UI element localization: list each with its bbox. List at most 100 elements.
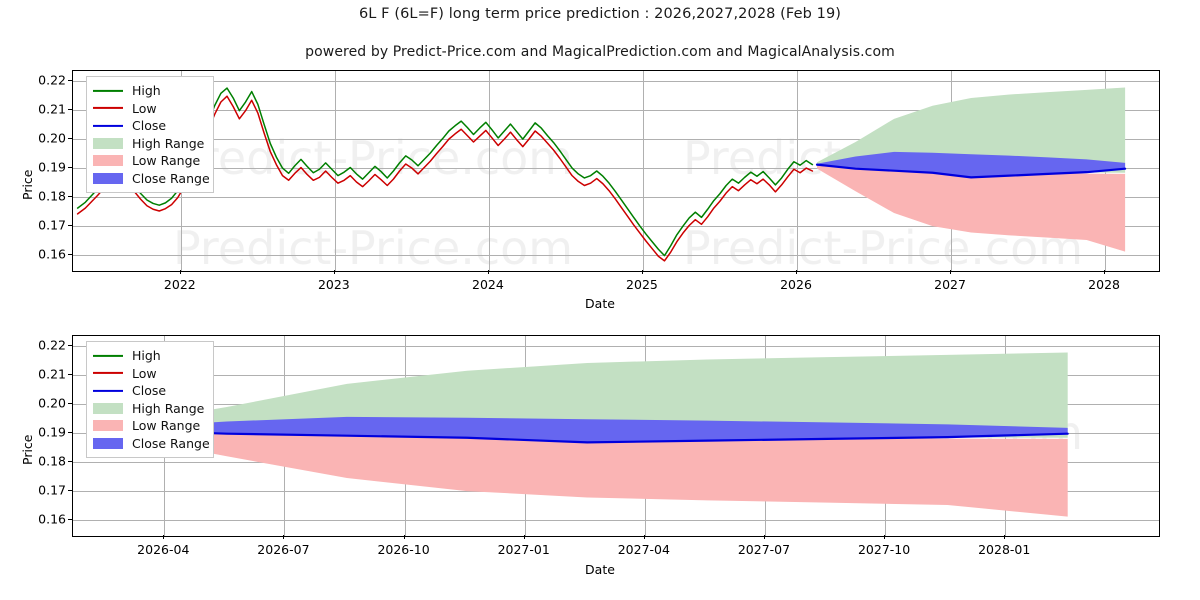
y-tick-mark — [68, 167, 72, 169]
legend-label: Close Range — [132, 435, 210, 451]
x-tick-label: 2023 — [317, 277, 350, 292]
x-tick-mark — [403, 535, 405, 539]
bottom-legend-item: Low Range — [93, 417, 205, 435]
y-tick-mark — [68, 138, 72, 140]
gridline-horizontal — [73, 255, 1159, 257]
x-tick-label: 2026 — [780, 277, 812, 292]
legend-label: High — [132, 348, 161, 364]
bottom-legend-item: High Range — [93, 400, 205, 418]
x-tick-label: 2022 — [163, 277, 196, 292]
x-tick-label: 2027-04 — [617, 542, 670, 557]
legend-swatch-icon — [93, 437, 123, 450]
y-tick-mark — [68, 432, 72, 434]
gridline-horizontal — [73, 197, 1159, 199]
gridline-horizontal — [73, 139, 1159, 141]
y-tick-label: 0.16 — [38, 511, 66, 527]
x-tick-mark — [163, 535, 165, 539]
x-tick-mark — [283, 535, 285, 539]
y-tick-label: 0.20 — [38, 130, 66, 146]
x-tick-label: 2027-01 — [497, 542, 550, 557]
legend-swatch-icon — [93, 137, 123, 150]
bottom-legend-item: Close — [93, 382, 205, 400]
top-legend-item: Close — [93, 117, 205, 135]
legend-label: Low — [132, 100, 157, 116]
legend-line-icon — [93, 349, 123, 362]
y-tick-label: 0.21 — [38, 101, 66, 117]
x-tick-mark — [523, 535, 525, 539]
close-line — [105, 428, 1069, 444]
x-tick-label: 2028-01 — [978, 542, 1031, 557]
x-tick-mark — [641, 270, 643, 274]
legend-swatch-icon — [93, 402, 123, 415]
x-tick-mark — [796, 270, 797, 274]
low-range-band — [817, 165, 1126, 252]
y-tick-label: 0.17 — [38, 482, 66, 498]
x-tick-label: 2026-07 — [257, 542, 310, 557]
high-range-band — [817, 87, 1126, 173]
y-tick-mark — [68, 254, 72, 256]
gridline-horizontal — [73, 81, 1159, 83]
legend-label: Close Range — [132, 170, 210, 186]
top-legend-item: Low — [93, 100, 205, 118]
bottom-y-axis-title: Price — [20, 434, 35, 466]
legend-line-icon — [93, 102, 123, 115]
y-tick-mark — [68, 196, 72, 198]
legend-line-icon — [93, 384, 123, 397]
gridline-vertical — [642, 71, 644, 271]
y-tick-label: 0.17 — [38, 217, 66, 233]
y-tick-label: 0.16 — [38, 246, 66, 262]
y-tick-mark — [68, 109, 72, 111]
y-tick-label: 0.22 — [38, 337, 66, 353]
x-tick-label: 2027 — [934, 277, 966, 292]
gridline-horizontal — [73, 168, 1159, 170]
x-tick-label: 2027-10 — [857, 542, 911, 557]
top-legend-item: Close Range — [93, 170, 210, 188]
legend-line-icon — [93, 367, 123, 380]
x-tick-label: 2024 — [472, 277, 504, 292]
x-tick-mark — [179, 270, 181, 274]
gridline-horizontal — [73, 226, 1159, 228]
legend-label: Close — [132, 383, 167, 399]
y-tick-mark — [68, 461, 72, 463]
top-legend-item: High — [93, 82, 205, 100]
x-tick-mark — [950, 270, 952, 274]
x-tick-label: 2026-10 — [377, 542, 430, 557]
x-tick-label: 2026-04 — [137, 542, 190, 557]
legend-swatch-icon — [93, 419, 123, 432]
bottom-legend-item: Close Range — [93, 435, 210, 453]
y-tick-mark — [68, 80, 72, 82]
y-tick-label: 0.20 — [38, 395, 66, 411]
x-tick-mark — [1104, 270, 1106, 274]
legend-label: Close — [132, 118, 167, 134]
legend-line-icon — [93, 119, 123, 132]
chart-subtitle: powered by Predict-Price.com and Magical… — [305, 44, 895, 60]
y-tick-label: 0.18 — [38, 453, 66, 469]
x-tick-label: 2025 — [626, 277, 658, 292]
top-legend-item: Low Range — [93, 152, 205, 170]
y-tick-mark — [68, 374, 72, 376]
top-x-axis-title: Date — [585, 296, 615, 311]
gridline-horizontal — [73, 346, 1159, 348]
gridline-vertical — [334, 71, 336, 271]
y-tick-mark — [68, 345, 72, 347]
legend-label: High Range — [132, 400, 205, 416]
x-tick-mark — [643, 535, 645, 539]
top-legend-item: High Range — [93, 135, 205, 153]
x-tick-label: 2027-07 — [737, 542, 791, 557]
close-line — [815, 163, 1127, 179]
legend-label: Low Range — [132, 418, 201, 434]
legend-label: Low Range — [132, 153, 201, 169]
y-tick-mark — [68, 403, 72, 405]
bottom-x-axis-title: Date — [585, 562, 615, 577]
top-legend: High Low Close High Range Low Range Close Ran… — [86, 76, 214, 193]
y-tick-mark — [68, 225, 72, 227]
gridline-horizontal — [73, 520, 1159, 522]
gridline-vertical — [488, 71, 490, 271]
bottom-series-layer — [105, 352, 1069, 517]
x-tick-mark — [763, 535, 765, 539]
bottom-legend-item: High — [93, 347, 205, 365]
legend-swatch-icon — [93, 154, 123, 167]
legend-label: High — [132, 83, 161, 99]
chart-title: 6L F (6L=F) long term price prediction :… — [358, 6, 842, 22]
